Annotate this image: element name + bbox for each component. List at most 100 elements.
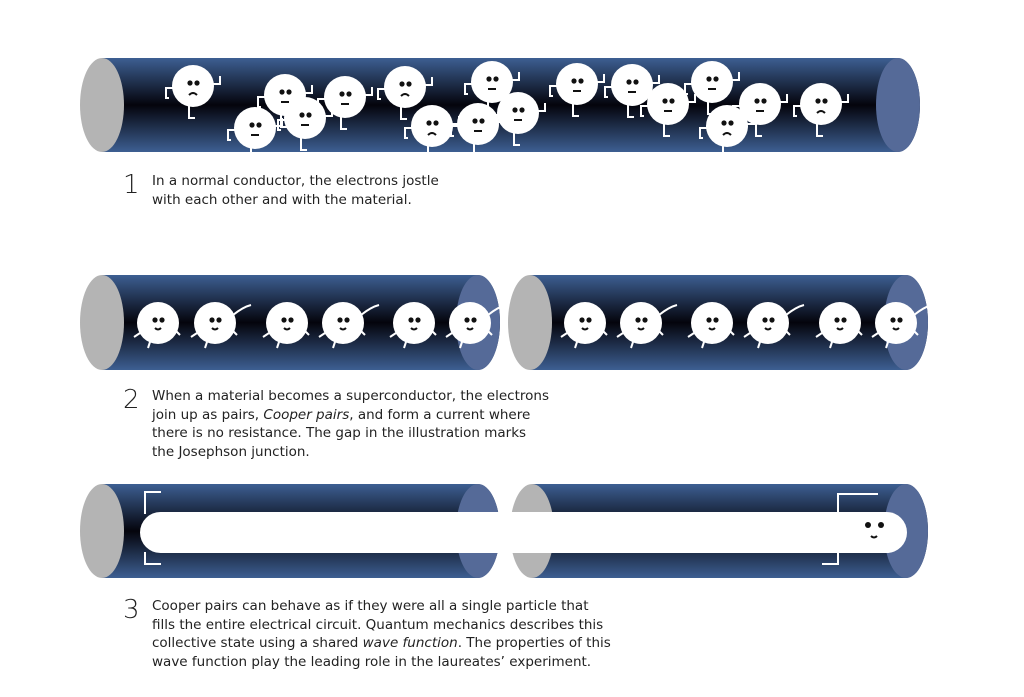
step-number: 3 <box>123 595 140 625</box>
electron-eye <box>299 112 305 118</box>
electron-body <box>620 302 662 344</box>
electron-body <box>875 302 917 344</box>
electron-mouth <box>637 327 645 331</box>
electron-limbs <box>549 74 605 117</box>
electron <box>684 61 740 115</box>
electron <box>377 66 433 120</box>
electron-body <box>564 302 606 344</box>
text-line: with each other and with the material. <box>152 191 412 208</box>
step-number: 2 <box>123 385 140 415</box>
electron-body <box>411 105 453 147</box>
electron-mouth <box>400 93 410 97</box>
step-text: When a material becomes a superconductor… <box>152 387 549 461</box>
electron-eye <box>713 76 719 82</box>
electron-eye <box>216 317 222 323</box>
electron-eye <box>642 317 648 323</box>
electron-eye <box>399 81 405 87</box>
text-span: . The properties of this <box>457 635 611 651</box>
electron <box>549 63 605 117</box>
electron-eye <box>897 317 903 323</box>
electron-body <box>739 83 781 125</box>
text-line: collective state using a shared wave fun… <box>152 634 611 653</box>
electron <box>133 302 181 349</box>
electron-eye <box>762 317 768 323</box>
electron-mouth <box>764 327 772 331</box>
pair-arm <box>487 304 507 316</box>
electron <box>317 76 373 130</box>
particle-eye <box>865 522 871 528</box>
electron-body <box>691 302 733 344</box>
electron <box>445 302 493 349</box>
electron-eye <box>761 98 767 104</box>
electron-mouth <box>427 132 437 136</box>
text-line: wave function play the leading role in t… <box>152 653 592 670</box>
electron-eye <box>286 89 292 95</box>
step-text: Cooper pairs can behave as if they were … <box>152 597 611 671</box>
electron-body <box>800 83 842 125</box>
electron-limbs <box>317 87 373 130</box>
electron-eye <box>346 91 352 97</box>
electron-mouth <box>410 327 418 331</box>
electron-eye <box>822 98 828 104</box>
electron-mouth <box>816 110 826 114</box>
step-text: In a normal conductor, the electrons jos… <box>152 172 439 209</box>
tube-end-cap <box>876 58 920 152</box>
electron-eye <box>472 118 478 124</box>
electron-eye <box>662 98 668 104</box>
electron-eye <box>337 317 343 323</box>
electron <box>743 302 791 349</box>
electron-limbs <box>490 103 546 146</box>
electron-eye <box>433 120 439 126</box>
electron-body <box>284 97 326 139</box>
electron-body <box>691 61 733 103</box>
text-line: the Josephson junction. <box>152 443 310 460</box>
electron <box>616 302 664 349</box>
electron-body <box>449 302 491 344</box>
electron-eye <box>626 79 632 85</box>
electron-eye <box>408 317 414 323</box>
electron-eye <box>306 112 312 118</box>
particle-eye <box>878 522 884 528</box>
electron-eye <box>571 78 577 84</box>
tube-start-cap <box>80 484 124 578</box>
electron-mouth <box>892 327 900 331</box>
electron-body <box>324 76 366 118</box>
electron-eye <box>728 120 734 126</box>
electron-eye <box>721 120 727 126</box>
pair-arm <box>232 304 252 316</box>
text-line: Cooper pairs can behave as if they were … <box>152 598 589 614</box>
electron-body <box>384 66 426 108</box>
electron-body <box>234 107 276 149</box>
electron-eye <box>288 317 294 323</box>
pair-arm <box>913 304 933 316</box>
electron-mouth <box>154 327 162 331</box>
electron-body <box>137 302 179 344</box>
electron-body <box>194 302 236 344</box>
electron <box>389 302 437 349</box>
text-line: In a normal conductor, the electrons jos… <box>152 173 439 189</box>
electron-limbs <box>377 77 433 120</box>
electron-eye <box>279 89 285 95</box>
electron-eye <box>815 98 821 104</box>
electron <box>277 97 333 151</box>
electron-body <box>172 65 214 107</box>
text-span: , and form a current where <box>349 406 531 423</box>
particle-limbs <box>144 491 161 565</box>
tube-start-cap <box>80 58 124 152</box>
electron-eye <box>713 317 719 323</box>
electron-body <box>819 302 861 344</box>
electron <box>464 61 520 115</box>
electron-eye <box>187 80 193 86</box>
electron-eye <box>578 78 584 84</box>
electron-body <box>393 302 435 344</box>
electron-mouth <box>283 327 291 331</box>
electron-mouth <box>211 327 219 331</box>
electron-eye <box>415 317 421 323</box>
electron-mouth <box>836 327 844 331</box>
electron-limbs <box>640 94 696 137</box>
electron-eye <box>464 317 470 323</box>
electron-eye <box>339 91 345 97</box>
electron-body <box>322 302 364 344</box>
electron <box>732 83 788 137</box>
particle-body <box>140 512 907 553</box>
